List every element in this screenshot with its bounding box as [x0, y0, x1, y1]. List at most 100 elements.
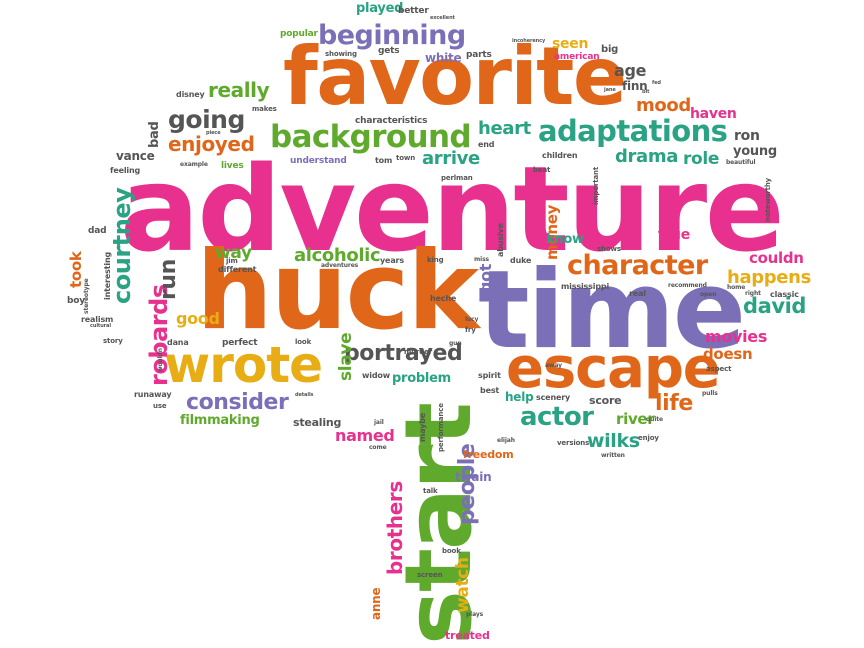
word-miss: miss — [474, 256, 489, 263]
word-showing: showing — [325, 50, 357, 58]
word-talk: talk — [423, 487, 438, 495]
word-better: better — [398, 6, 429, 16]
word-years: years — [380, 256, 404, 265]
word-background: background — [270, 119, 472, 155]
word-stealing: stealing — [293, 416, 342, 429]
word-finn: finn — [622, 79, 648, 93]
word-enjoy: enjoy — [638, 434, 659, 442]
word-happens: happens — [727, 267, 811, 288]
word-noteworthy: noteworthy — [764, 177, 772, 222]
word-tom: tom — [375, 156, 393, 165]
word-town: town — [396, 154, 416, 162]
word-details: details — [295, 392, 314, 398]
word-different: different — [218, 265, 257, 274]
word-huck: huck — [196, 229, 479, 354]
word-vance: vance — [116, 149, 155, 163]
word-arrive: arrive — [422, 148, 480, 169]
word-example: example — [180, 161, 208, 168]
word-classic: classic — [770, 290, 799, 299]
word-important: important — [592, 166, 600, 205]
word-boy: boy — [67, 296, 85, 306]
word-maybe: maybe — [418, 412, 427, 442]
word-dad: dad — [88, 226, 107, 236]
word-elijah: elijah — [497, 437, 515, 444]
word-spirit: spirit — [478, 371, 501, 380]
word-away: away — [545, 362, 562, 369]
word-brothers: brothers — [383, 481, 407, 575]
word-disney: disney — [176, 90, 205, 99]
word-big: big — [601, 44, 619, 55]
word-life: life — [655, 391, 693, 416]
word-freedom: freedom — [463, 448, 514, 461]
word-wrote: wrote — [164, 336, 323, 394]
word-slave: slave — [336, 332, 356, 381]
word-characteristics: characteristics — [355, 116, 428, 126]
word-open: open — [700, 291, 717, 298]
word-dana: dana — [167, 338, 189, 347]
word-named: named — [335, 426, 395, 445]
word-problem: problem — [392, 371, 451, 386]
word-heche: heche — [430, 294, 457, 303]
word-help: help — [505, 390, 534, 404]
word-anne: anne — [369, 587, 383, 620]
word-bad: bad — [147, 121, 162, 148]
word-performance: performance — [437, 403, 445, 452]
word-filmmaking: filmmaking — [180, 413, 260, 428]
word-actor: actor — [520, 402, 594, 432]
word-took: took — [67, 251, 85, 288]
word-children: children — [542, 151, 578, 160]
word-adventure: adventure — [120, 140, 785, 278]
word-haven: haven — [690, 106, 737, 122]
word-scenery: scenery — [536, 393, 571, 402]
word-fry: fry — [465, 326, 476, 334]
word-white: white — [425, 51, 462, 65]
word-king: king — [427, 256, 444, 264]
word-mood: mood — [636, 95, 691, 116]
word-beat: beat — [533, 166, 551, 174]
word-real: real — [629, 289, 646, 298]
word-use: use — [153, 402, 167, 410]
word-escape: escape — [506, 336, 721, 401]
word-excellent: excellent — [430, 15, 455, 21]
word-movies: movies — [705, 327, 768, 346]
word-runaway: runaway — [134, 390, 172, 399]
word-wilks: wilks — [587, 430, 640, 452]
word-realism: realism — [81, 315, 114, 324]
word-lives: lives — [221, 161, 244, 171]
word-jane: jane — [604, 87, 616, 93]
word-gets: gets — [378, 46, 400, 56]
word-story: story — [103, 337, 123, 345]
word-recommend: recommend — [668, 282, 707, 289]
word-mississippi: mississippi — [561, 282, 610, 291]
word-beautiful: beautiful — [726, 159, 756, 166]
word-drama: drama — [615, 146, 679, 167]
word-age: age — [614, 61, 647, 80]
word-plays: plays — [466, 611, 484, 618]
word-way: way — [215, 243, 252, 263]
word-treated: treated — [445, 629, 490, 642]
word-watch: watch — [453, 557, 473, 613]
word-widow: widow — [362, 371, 390, 380]
word-cultural: cultural — [90, 323, 111, 329]
word-aspect: aspect — [706, 365, 732, 373]
word-piece: piece — [206, 130, 221, 136]
word-incoherency: incoherency — [512, 38, 546, 44]
word-young: young — [733, 144, 777, 159]
word-abusive: abusive — [496, 223, 505, 257]
word-parts: parts — [466, 50, 492, 60]
word-perlman: perlman — [441, 174, 473, 182]
word-book: book — [442, 547, 461, 555]
word-role: role — [683, 149, 720, 169]
word-beginning: beginning — [318, 20, 466, 51]
word-know: know — [546, 232, 584, 247]
word-shows: shows — [597, 245, 621, 253]
word-character: character — [567, 250, 708, 281]
word-right: right — [745, 290, 761, 297]
word-doesn: doesn — [703, 345, 753, 363]
word-good: good — [176, 309, 220, 328]
word-understand: understand — [290, 156, 347, 166]
word-makes: makes — [252, 105, 277, 113]
word-adaptations: adaptations — [538, 114, 728, 148]
word-favorite: favorite — [283, 30, 627, 123]
word-enjoyed: enjoyed — [168, 132, 255, 156]
